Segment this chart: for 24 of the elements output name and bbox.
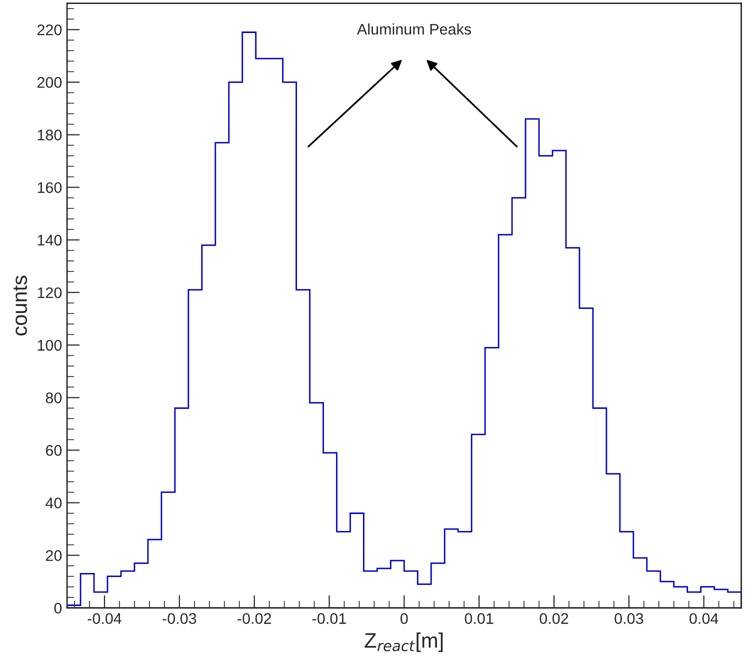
- y-axis-title: counts: [13, 276, 28, 336]
- x-tick-label: 0.03: [614, 613, 644, 624]
- y-tick-label: 20: [46, 550, 62, 561]
- x-axis-title: Z$_{react}$[m]: [364, 632, 443, 652]
- x-tick-label: -0.02: [238, 613, 271, 624]
- y-tick-label: 100: [38, 340, 62, 351]
- x-tick-label: 0.01: [464, 613, 494, 624]
- x-tick-label: 0.02: [540, 613, 568, 624]
- y-tick-label: 0: [54, 602, 62, 614]
- x-tick-label: -0.01: [312, 613, 346, 624]
- y-tick-label: 200: [37, 77, 62, 88]
- y-tick-label: 160: [38, 182, 62, 194]
- x-tick-label: 0.04: [690, 613, 718, 624]
- y-tick-label: 140: [38, 234, 62, 246]
- y-tick-label: 220: [37, 24, 62, 36]
- y-tick-label: 120: [38, 287, 62, 298]
- annotation: Aluminum Peaks: [356, 23, 472, 35]
- x-tick-label: -0.04: [88, 613, 122, 624]
- y-tick-label: 180: [38, 130, 62, 140]
- y-tick-label: 80: [46, 392, 62, 404]
- x-tick-label: -0.03: [162, 613, 196, 624]
- y-tick-label: 40: [46, 498, 62, 508]
- y-tick-label: 60: [46, 445, 62, 456]
- x-tick-label: 0: [400, 613, 408, 624]
